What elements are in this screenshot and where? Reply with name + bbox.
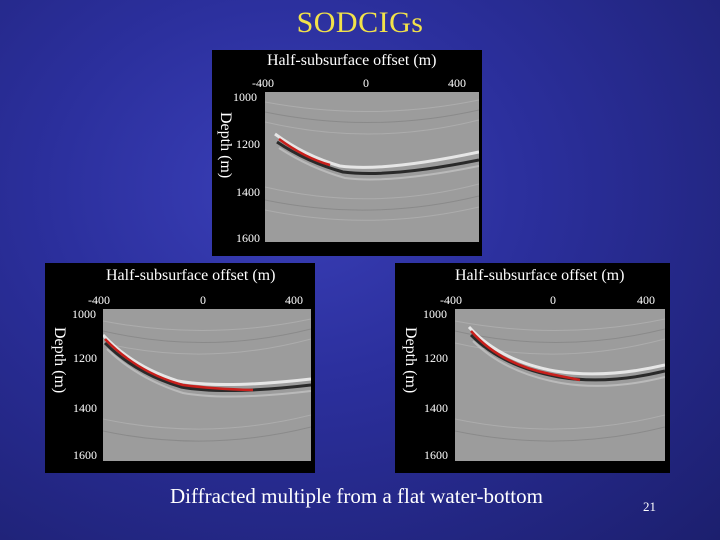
- sodcig-panel-top: Half-subsurface offset (m) -400 0 400 10…: [212, 50, 482, 256]
- y-axis-title: Depth (m): [51, 327, 68, 394]
- y-tick: 1400: [236, 185, 260, 199]
- x-tick: 400: [637, 293, 655, 307]
- x-axis-title: Half-subsurface offset (m): [455, 267, 625, 284]
- seismic-image: [455, 309, 665, 461]
- x-axis-title: Half-subsurface offset (m): [106, 267, 276, 284]
- slide-title: SODCIGs: [296, 6, 424, 39]
- x-tick: 0: [363, 76, 369, 90]
- x-axis-title: Half-subsurface offset (m): [267, 52, 437, 69]
- y-tick: 1400: [424, 401, 448, 415]
- y-tick: 1600: [73, 448, 97, 462]
- x-tick: -400: [252, 76, 274, 90]
- y-tick: 1600: [236, 231, 260, 245]
- y-tick: 1000: [233, 90, 257, 104]
- y-axis-title: Depth (m): [402, 327, 419, 394]
- y-tick: 1000: [423, 307, 447, 321]
- x-tick: -400: [440, 293, 462, 307]
- y-tick: 1600: [424, 448, 448, 462]
- y-tick: 1200: [424, 351, 448, 365]
- x-tick: 400: [448, 76, 466, 90]
- x-tick: 0: [550, 293, 556, 307]
- y-tick: 1000: [72, 307, 96, 321]
- sodcig-panel-left: Half-subsurface offset (m) -400 0 400 10…: [45, 263, 315, 473]
- seismic-image: [265, 92, 479, 242]
- y-tick: 1200: [236, 137, 260, 151]
- seismic-image: [103, 309, 311, 461]
- slide-caption: Diffracted multiple from a flat water-bo…: [170, 484, 543, 508]
- sodcig-panel-right: Half-subsurface offset (m) -400 0 400 10…: [395, 263, 670, 473]
- page-number: 21: [643, 499, 656, 514]
- y-tick: 1400: [73, 401, 97, 415]
- y-axis-title: Depth (m): [217, 112, 234, 179]
- y-tick: 1200: [73, 351, 97, 365]
- x-tick: -400: [88, 293, 110, 307]
- x-tick: 400: [285, 293, 303, 307]
- x-tick: 0: [200, 293, 206, 307]
